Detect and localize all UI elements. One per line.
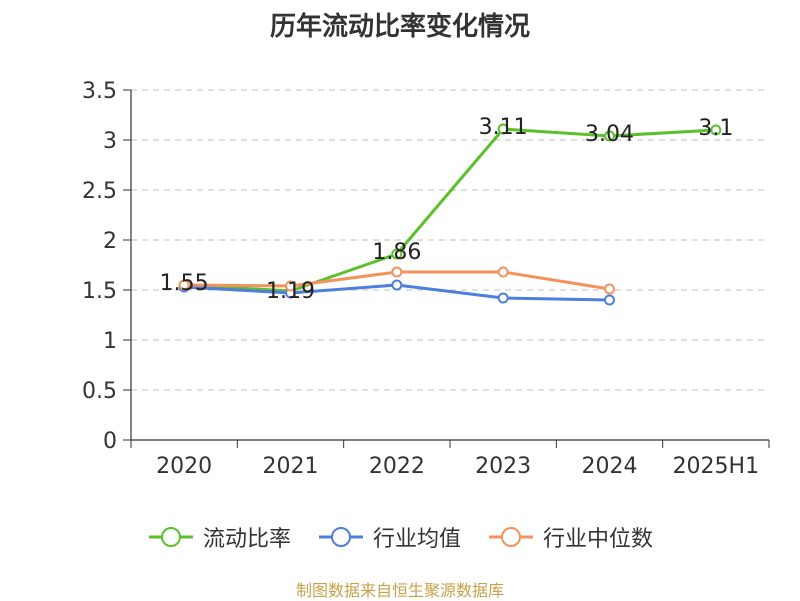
data-point <box>710 124 722 136</box>
legend-swatch-icon <box>148 527 193 547</box>
y-tick-label: 0 <box>103 429 117 454</box>
data-point <box>285 280 296 292</box>
data-label: 1.86 <box>372 240 421 265</box>
legend: 流动比率 行业均值 行业中位数 <box>0 520 800 554</box>
data-label: 3.11 <box>479 115 528 140</box>
y-tick-label: 3 <box>103 129 117 154</box>
data-point <box>497 123 509 135</box>
data-point <box>604 130 615 142</box>
axis-layer: 0 0.5 1 1.5 2 2.5 3 3.5 2020 2021 2022 2023 2024 2025… <box>82 79 770 479</box>
chart-title: 历年流动比率变化情况 <box>269 12 530 42</box>
legend-item-1[interactable]: 流动比率 <box>147 521 291 553</box>
legend-item-2[interactable]: 行业均值 <box>317 521 461 553</box>
data-point <box>604 283 615 295</box>
legend-swatch-icon <box>489 527 533 547</box>
data-label: 1.55 <box>160 271 209 296</box>
y-tick-label: 2 <box>103 229 117 254</box>
data-point <box>178 279 190 291</box>
x-tick-label: 2023 <box>475 454 531 479</box>
legend-label: 流动比率 <box>202 527 291 552</box>
grid-layer <box>131 89 769 391</box>
legend-label: 行业中位数 <box>543 527 654 552</box>
legend-swatch-icon <box>318 527 363 547</box>
data-point <box>391 266 403 278</box>
data-label: 1.19 <box>266 279 315 304</box>
y-tick-label: 2.5 <box>82 179 117 204</box>
x-tick-label: 2020 <box>156 454 212 479</box>
legend-label: 行业均值 <box>372 527 461 552</box>
x-tick-label: 2022 <box>369 454 425 479</box>
series-layer <box>178 123 722 306</box>
series-line-1 <box>184 127 716 293</box>
x-tick-label: 2024 <box>582 454 638 479</box>
data-label: 3.1 <box>698 116 733 141</box>
x-tick-label: 2021 <box>263 454 319 479</box>
x-tick-label: 2025H1 <box>673 454 760 479</box>
data-label: 3.04 <box>585 122 634 147</box>
y-tick-label: 3.5 <box>82 79 117 104</box>
y-tick-label: 1.5 <box>82 279 117 304</box>
data-label-layer: 1.55 1.86 3.11 3.04 3.1 1.19 <box>160 115 734 304</box>
data-point <box>604 294 615 306</box>
data-point <box>391 248 403 260</box>
y-tick-label: 1 <box>103 329 117 354</box>
data-point <box>497 266 509 278</box>
data-point <box>391 279 403 291</box>
data-point <box>497 292 509 304</box>
y-tick-label: 0.5 <box>82 379 117 404</box>
legend-item-3[interactable]: 行业中位数 <box>487 521 653 553</box>
source-note: 制图数据来自恒生聚源数据库 <box>295 581 504 600</box>
